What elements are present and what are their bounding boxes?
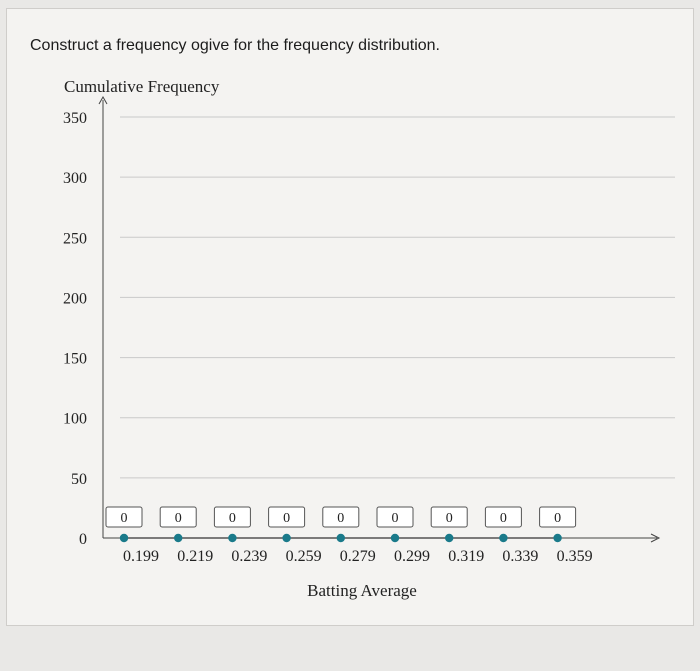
series-line bbox=[119, 533, 562, 543]
input-value: 0 bbox=[337, 511, 344, 526]
input-box bbox=[484, 506, 522, 528]
y-tick-label: 250 bbox=[63, 230, 87, 247]
x-tick-label: 0.259 bbox=[286, 548, 322, 565]
data-point bbox=[445, 533, 454, 543]
y-tick-label: 150 bbox=[63, 351, 87, 368]
y-axis-arrow-icon bbox=[98, 95, 108, 105]
cumulative-frequency-input[interactable]: 0 bbox=[484, 506, 522, 528]
y-axis-label: Cumulative Frequency bbox=[64, 77, 220, 96]
y-tick-label: 350 bbox=[63, 110, 87, 127]
x-tick-label: 0.279 bbox=[340, 548, 376, 565]
input-box bbox=[268, 506, 306, 528]
input-box bbox=[376, 506, 414, 528]
input-box bbox=[430, 506, 468, 528]
input-value: 0 bbox=[446, 511, 453, 526]
x-axis-label: Batting Average bbox=[307, 581, 417, 600]
x-tick-label: 0.239 bbox=[231, 548, 267, 565]
cumulative-frequency-input[interactable]: 0 bbox=[376, 506, 414, 528]
x-tick-label: 0.359 bbox=[557, 548, 593, 565]
x-tick-label: 0.339 bbox=[502, 548, 538, 565]
question-prompt: Construct a frequency ogive for the freq… bbox=[30, 37, 440, 54]
input-box bbox=[322, 506, 360, 528]
input-value: 0 bbox=[175, 511, 182, 526]
input-value: 0 bbox=[554, 511, 561, 526]
cumulative-frequency-input[interactable]: 0 bbox=[322, 506, 360, 528]
x-tick-labels: 0.199 0.219 0.239 0.259 0.279 0.299 0.319 0.339… bbox=[123, 548, 593, 565]
data-point bbox=[282, 533, 291, 543]
data-point bbox=[390, 533, 400, 543]
x-tick-label: 0.219 bbox=[177, 548, 213, 565]
x-tick-label: 0.299 bbox=[394, 548, 430, 565]
input-value: 0 bbox=[283, 511, 290, 526]
input-value: 0 bbox=[500, 511, 507, 526]
cumulative-frequency-input[interactable]: 0 bbox=[213, 506, 251, 528]
data-point bbox=[336, 533, 345, 543]
data-point bbox=[174, 533, 183, 543]
y-tick-labels: 0 50 100 150 200 250 300 350 bbox=[63, 110, 87, 548]
data-point bbox=[499, 533, 508, 543]
y-tick-label: 300 bbox=[63, 170, 87, 187]
data-point bbox=[119, 533, 129, 543]
input-box bbox=[213, 506, 251, 528]
y-tick-label: 100 bbox=[63, 411, 87, 428]
gridlines bbox=[120, 116, 675, 479]
input-box bbox=[105, 506, 143, 528]
data-point bbox=[553, 533, 562, 543]
cumulative-frequency-input[interactable]: 0 bbox=[105, 506, 143, 528]
data-point bbox=[228, 533, 237, 543]
input-value: 0 bbox=[392, 511, 399, 526]
x-tick-label: 0.319 bbox=[448, 548, 484, 565]
input-box bbox=[539, 506, 577, 528]
value-inputs: 0 0 0 0 0 0 0 0 0 bbox=[105, 506, 577, 528]
cumulative-frequency-input[interactable]: 0 bbox=[159, 506, 197, 528]
x-tick-label: 0.199 bbox=[123, 548, 159, 565]
y-tick-label: 0 bbox=[79, 531, 87, 548]
y-tick-label: 200 bbox=[63, 290, 87, 307]
input-value: 0 bbox=[229, 511, 236, 526]
cumulative-frequency-input[interactable]: 0 bbox=[539, 506, 577, 528]
input-value: 0 bbox=[121, 511, 128, 526]
axes bbox=[98, 95, 661, 543]
y-tick-label: 50 bbox=[71, 471, 87, 488]
x-axis-arrow-icon bbox=[650, 533, 661, 543]
input-box bbox=[159, 506, 197, 528]
cumulative-frequency-input[interactable]: 0 bbox=[430, 506, 468, 528]
cumulative-frequency-input[interactable]: 0 bbox=[268, 506, 306, 528]
